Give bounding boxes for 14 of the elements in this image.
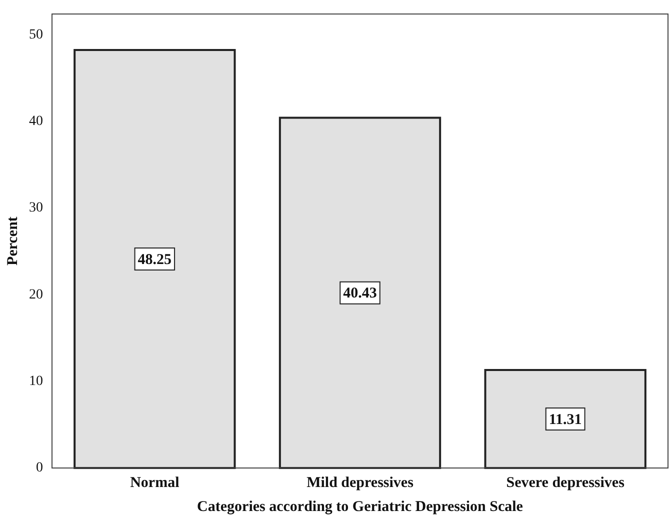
x-tick-label: Severe depressives: [506, 474, 625, 491]
data-label: 48.25: [138, 252, 172, 268]
y-tick-label: 30: [29, 200, 43, 216]
data-label: 40.43: [343, 286, 377, 302]
y-tick-label: 20: [29, 287, 43, 302]
x-tick-label: Mild depressives: [306, 474, 414, 491]
y-tick-label: 10: [29, 374, 43, 390]
y-axis-title: Percent: [4, 216, 21, 266]
data-label: 11.31: [548, 412, 582, 428]
x-axis-title: Categories according to Geriatric Depression Scale: [197, 498, 524, 515]
y-tick-label: 50: [29, 27, 43, 42]
y-tick-label: 0: [36, 460, 43, 476]
y-tick-label: 40: [29, 114, 43, 130]
x-tick-label: Normal: [130, 474, 180, 491]
